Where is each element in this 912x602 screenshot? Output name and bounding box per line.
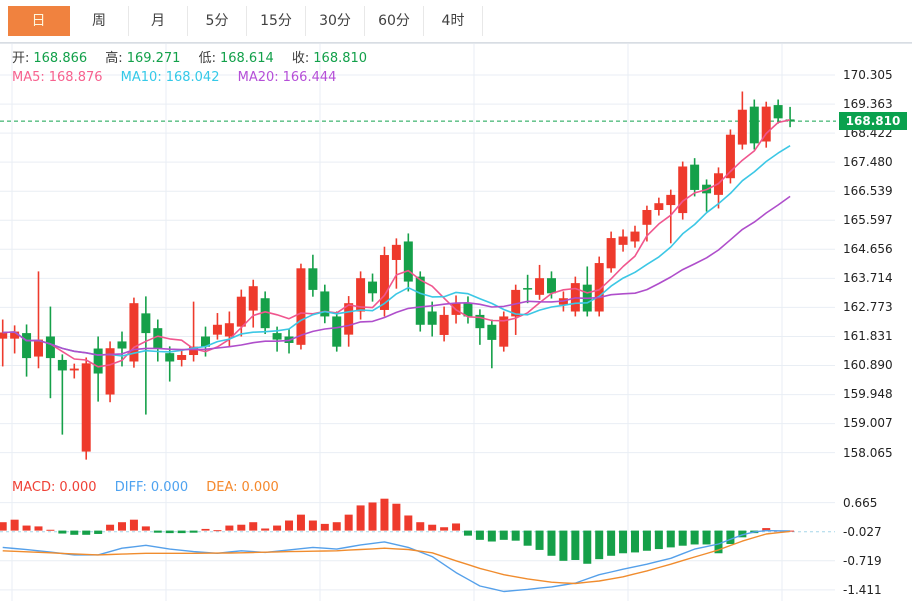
price-axis-label: 159.948	[843, 387, 893, 401]
low-value: 168.614	[219, 51, 274, 66]
open-label: 开:	[12, 51, 30, 66]
tab-60min[interactable]: 60分	[365, 6, 424, 36]
macd-axis-label: -1.411	[843, 583, 882, 597]
price-axis-label: 164.656	[843, 242, 893, 256]
price-axis-label: 170.305	[843, 68, 893, 82]
macd-axis-label: -0.027	[843, 525, 882, 539]
low-label: 低:	[198, 51, 216, 66]
macd-value: 0.000	[59, 480, 97, 495]
tab-5min[interactable]: 5分	[188, 6, 247, 36]
ma5-label: MA5:	[12, 70, 45, 85]
tab-month[interactable]: 月	[129, 6, 188, 36]
chart-area[interactable]: 开: 168.866 高: 169.271 低: 168.614 收: 168.810 …	[0, 43, 912, 602]
price-axis-label: 166.539	[843, 184, 893, 198]
tab-4hour[interactable]: 4时	[424, 6, 483, 36]
open-value: 168.866	[33, 51, 88, 66]
dea-value: 0.000	[241, 480, 279, 495]
timeframe-tabs: 日 周 月 5分 15分 30分 60分 4时	[0, 0, 912, 43]
tab-30min[interactable]: 30分	[306, 6, 365, 36]
price-axis-label: 169.363	[843, 97, 893, 111]
close-label: 收:	[291, 51, 310, 66]
price-axis-label: 163.714	[843, 271, 893, 285]
ma20-label: MA20:	[237, 70, 279, 85]
ma5-value: 168.876	[48, 70, 103, 85]
last-price-tag: 168.810	[839, 112, 907, 130]
macd-axis-label: 0.665	[843, 496, 878, 510]
diff-value: 0.000	[150, 480, 189, 495]
tab-day[interactable]: 日	[8, 6, 70, 36]
ohlc-legend: 开: 168.866 高: 169.271 低: 168.614 收: 168.810	[12, 47, 371, 66]
chart-canvas[interactable]	[0, 44, 912, 602]
price-axis-label: 165.597	[843, 213, 893, 227]
diff-label: DIFF:	[114, 480, 147, 495]
macd-axis-label: -0.719	[843, 554, 882, 568]
dea-label: DEA:	[206, 480, 238, 495]
high-label: 高:	[105, 51, 123, 66]
macd-legend: MACD: 0.000 DIFF: 0.000 DEA: 0.000	[12, 480, 283, 495]
price-axis-label: 161.831	[843, 329, 893, 343]
price-axis-label: 158.065	[843, 446, 893, 460]
high-value: 169.271	[126, 51, 181, 66]
ma20-value: 166.444	[282, 70, 337, 85]
price-axis-label: 162.773	[843, 300, 893, 314]
price-axis-label: 167.480	[843, 155, 893, 169]
ma10-label: MA10:	[120, 70, 162, 85]
ma10-value: 168.042	[165, 70, 220, 85]
close-value: 168.810	[313, 51, 368, 66]
macd-label: MACD:	[12, 480, 56, 495]
price-axis-label: 159.007	[843, 416, 893, 430]
price-axis-label: 160.890	[843, 358, 893, 372]
tab-week[interactable]: 周	[70, 6, 129, 36]
ma-legend: MA5: 168.876 MA10: 168.042 MA20: 166.444	[12, 70, 340, 85]
tab-15min[interactable]: 15分	[247, 6, 306, 36]
